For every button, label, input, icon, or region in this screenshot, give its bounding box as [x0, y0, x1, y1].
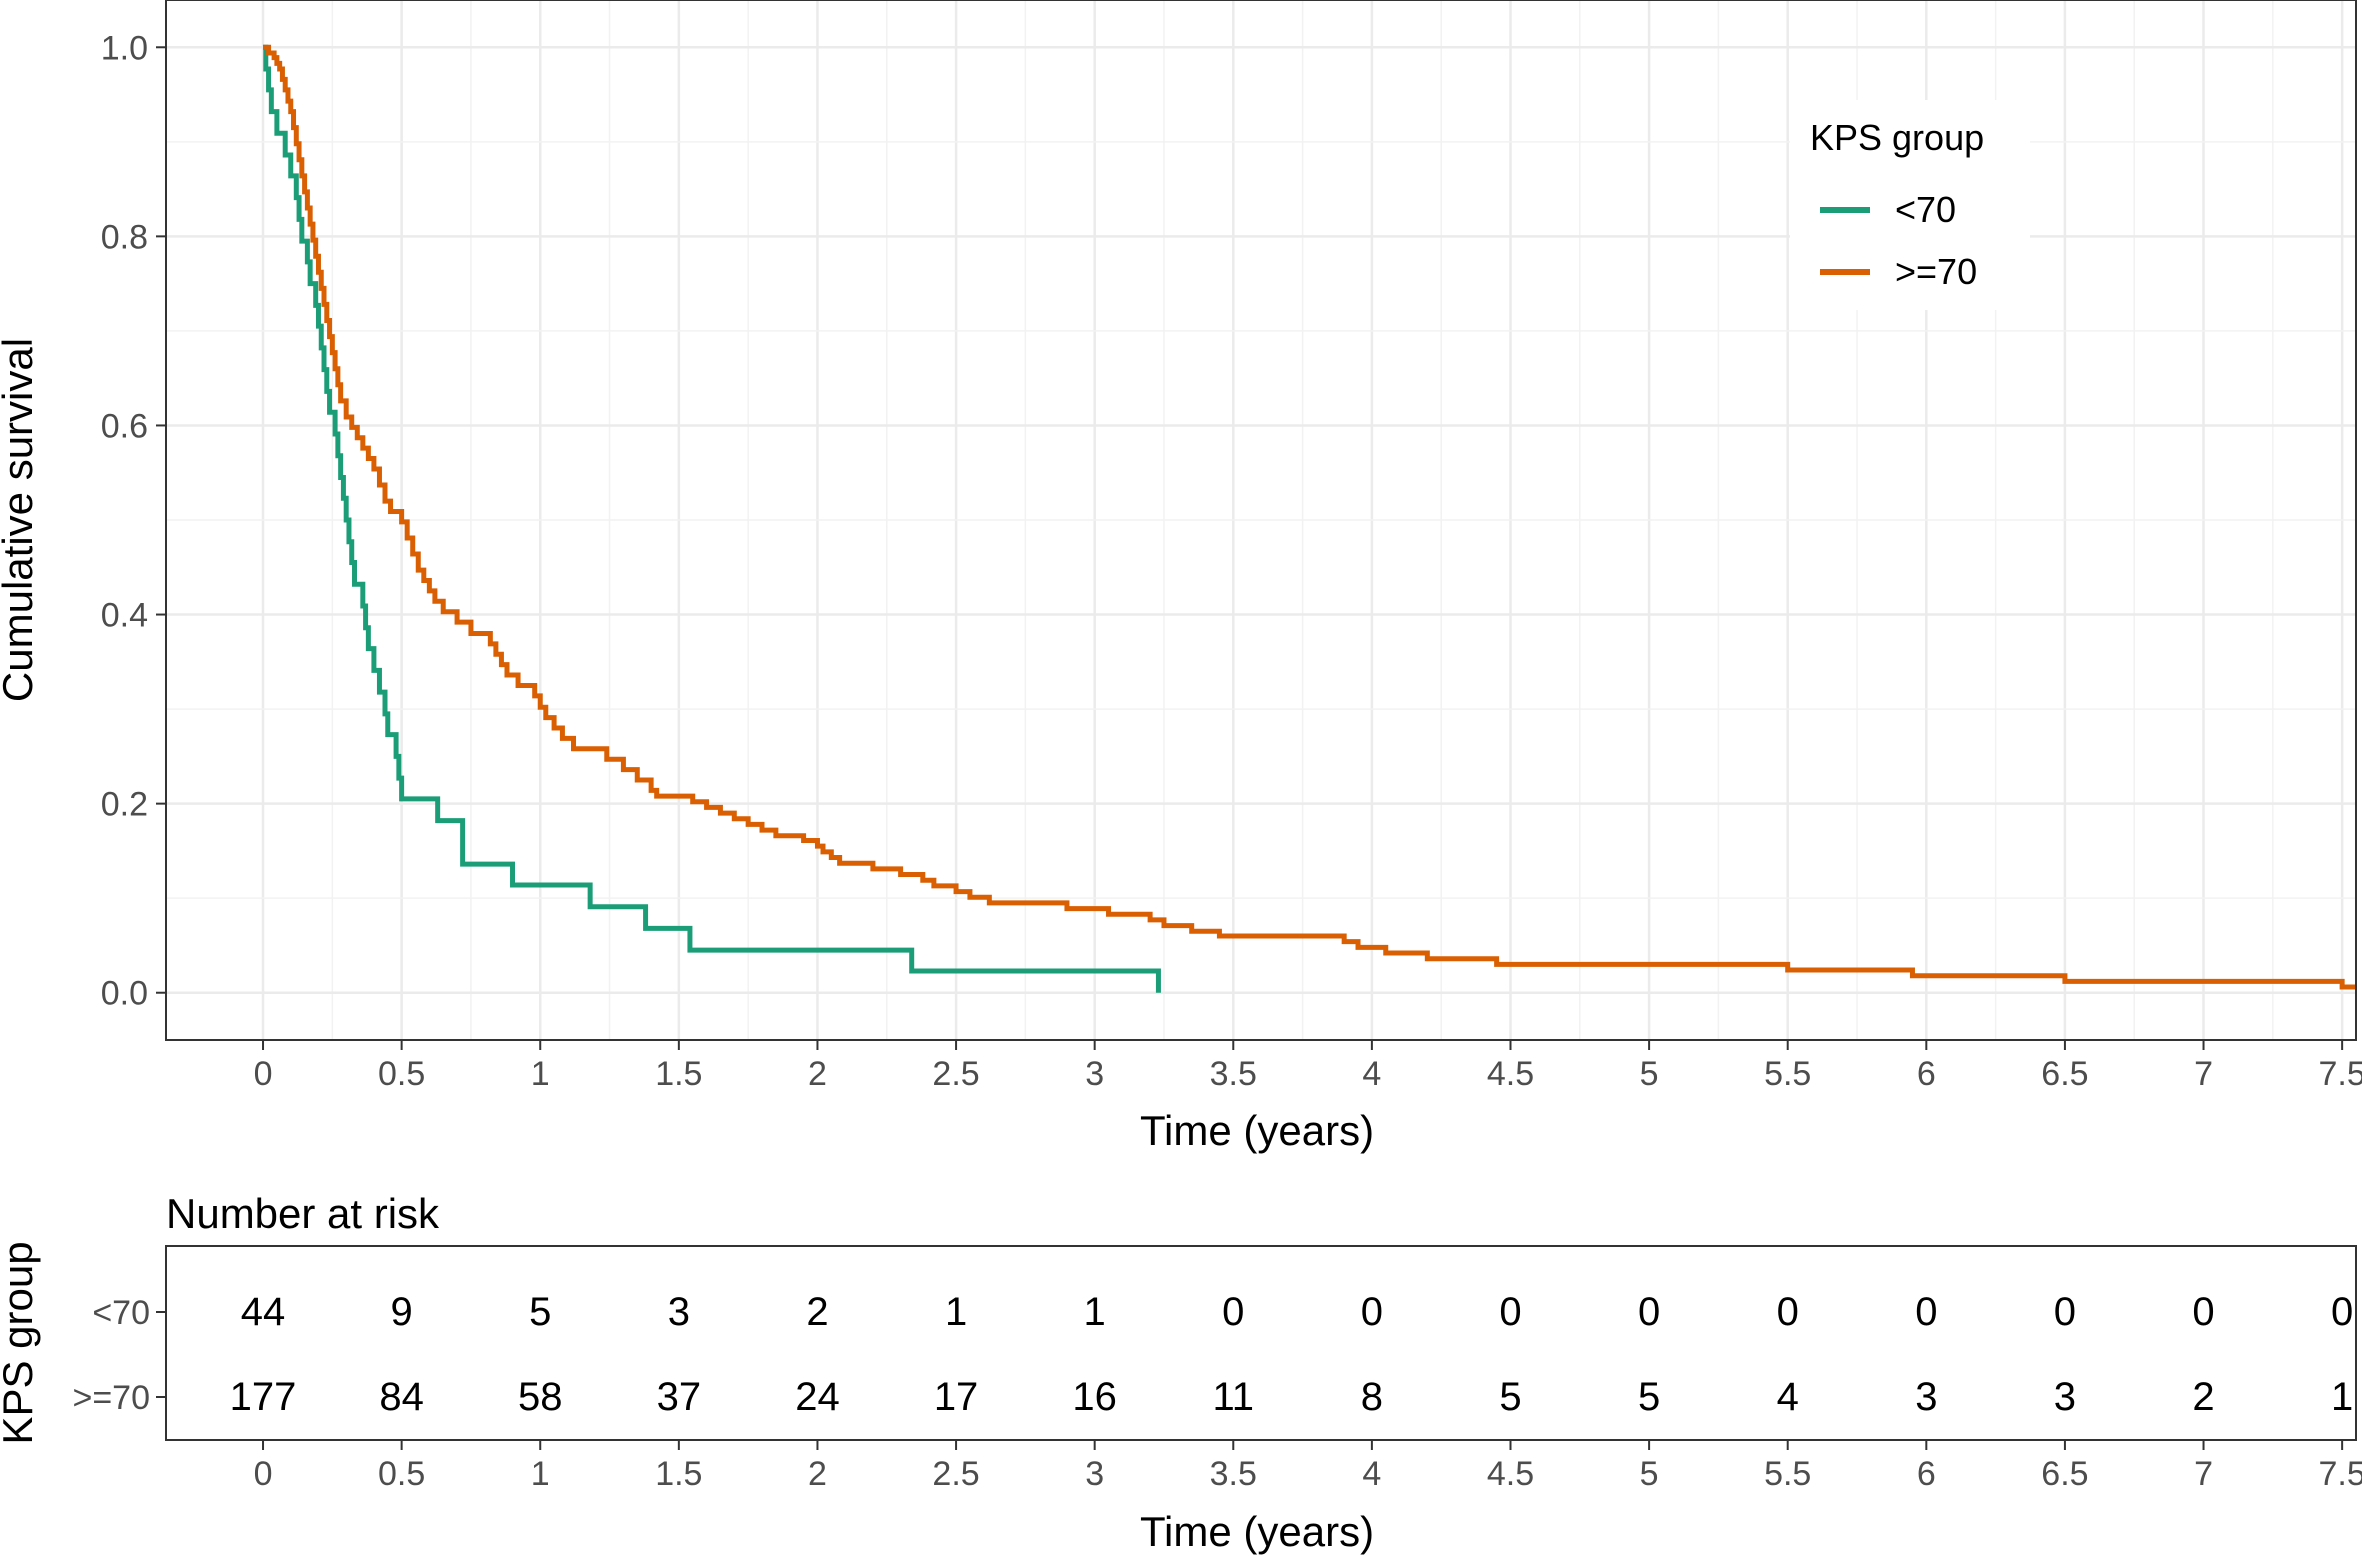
risk-x-tick-label-7: 3.5	[1210, 1455, 1257, 1493]
risk-cell-ge70-8: 8	[1361, 1375, 1383, 1419]
km-y-ticks: 0.0 0.2 0.4 0.6 0.8 1.0	[101, 29, 166, 1013]
km-x-tick-label-8: 4	[1362, 1055, 1381, 1093]
km-x-ticks: 0 0.5 1 1.5 2 2.5 3 3.5 4 4.5 5 5.5 6 6.5 7 7.5	[254, 1040, 2362, 1093]
risk-table-title: Number at risk	[166, 1190, 440, 1237]
risk-cell-lt70-11: 0	[1777, 1290, 1799, 1334]
risk-x-tick-label-10: 5	[1640, 1455, 1659, 1493]
risk-cell-ge70-13: 3	[2054, 1375, 2076, 1419]
risk-cell-ge70-7: 11	[1213, 1375, 1255, 1419]
km-plot-border	[165, 0, 2357, 1041]
legend: KPS group <70 >=70	[1790, 100, 2030, 310]
km-x-tick-label-6: 3	[1085, 1055, 1104, 1093]
km-y-tick-label-0: 0.0	[101, 975, 148, 1013]
km-x-tick-label-7: 3.5	[1210, 1055, 1257, 1093]
km-x-tick-label-4: 2	[808, 1055, 827, 1093]
risk-cell-lt70-2: 5	[529, 1290, 551, 1334]
km-y-tick-label-3: 0.6	[101, 407, 148, 445]
km-x-tick-label-14: 7	[2194, 1055, 2213, 1093]
km-x-tick-label-1: 0.5	[378, 1055, 425, 1093]
km-y-tick-label-2: 0.4	[101, 597, 148, 635]
km-curves	[263, 44, 2356, 993]
risk-cell-ge70-1: 84	[379, 1375, 424, 1419]
km-x-axis-title: Time (years)	[1140, 1107, 1374, 1154]
risk-cell-ge70-2: 58	[518, 1375, 563, 1419]
risk-cell-lt70-14: 0	[2192, 1290, 2214, 1334]
risk-cell-ge70-12: 3	[1915, 1375, 1937, 1419]
risk-cell-lt70-8: 0	[1361, 1290, 1383, 1334]
risk-x-tick-label-0: 0	[254, 1455, 273, 1493]
km-x-tick-label-5: 2.5	[932, 1055, 979, 1093]
risk-x-tick-label-13: 6.5	[2041, 1455, 2088, 1493]
risk-cell-ge70-4: 24	[795, 1375, 840, 1419]
risk-cell-ge70-11: 4	[1777, 1375, 1799, 1419]
risk-x-tick-label-8: 4	[1362, 1455, 1381, 1493]
risk-x-tick-label-3: 1.5	[655, 1455, 702, 1493]
legend-title: KPS group	[1810, 117, 1984, 158]
km-x-tick-label-3: 1.5	[655, 1055, 702, 1093]
risk-x-tick-label-14: 7	[2194, 1455, 2213, 1493]
risk-x-tick-label-11: 5.5	[1764, 1455, 1811, 1493]
km-x-tick-label-10: 5	[1640, 1055, 1659, 1093]
risk-cell-lt70-9: 0	[1499, 1290, 1521, 1334]
km-y-tick-label-5: 1.0	[101, 29, 148, 67]
risk-x-tick-label-1: 0.5	[378, 1455, 425, 1493]
risk-cell-lt70-10: 0	[1638, 1290, 1660, 1334]
risk-cell-lt70-15: 0	[2331, 1290, 2353, 1334]
risk-cell-ge70-5: 17	[934, 1375, 979, 1419]
km-y-tick-label-4: 0.8	[101, 218, 148, 256]
risk-cell-ge70-10: 5	[1638, 1375, 1660, 1419]
risk-row-labels: <70 >=70	[72, 1294, 166, 1417]
km-y-tick-label-1: 0.2	[101, 786, 148, 824]
legend-label-lt70: <70	[1895, 189, 1956, 230]
km-plot-panel: 0.0 0.2 0.4 0.6 0.8 1.0 0 0.5 1 1.5 2 2.5 3 3.5 4 4.5 5…	[0, 0, 2362, 1154]
risk-cell-lt70-0: 44	[241, 1290, 286, 1334]
risk-x-ticks: 0 0.5 1 1.5 2 2.5 3 3.5 4 4.5 5 5.5 6 6.5 7 7.5	[254, 1440, 2362, 1493]
risk-cell-lt70-5: 1	[945, 1290, 967, 1334]
km-x-tick-label-9: 4.5	[1487, 1055, 1534, 1093]
risk-cell-ge70-6: 16	[1072, 1375, 1117, 1419]
risk-x-tick-label-5: 2.5	[932, 1455, 979, 1493]
risk-cell-ge70-15: 1	[2331, 1375, 2353, 1419]
risk-row-label-ge70: >=70	[72, 1379, 150, 1417]
km-x-tick-label-15: 7.5	[2319, 1055, 2362, 1093]
risk-x-axis-title: Time (years)	[1140, 1508, 1374, 1555]
risk-cell-ge70-3: 37	[657, 1375, 702, 1419]
risk-cell-lt70-12: 0	[1915, 1290, 1937, 1334]
risk-cell-lt70-1: 9	[391, 1290, 413, 1334]
risk-x-tick-label-9: 4.5	[1487, 1455, 1534, 1493]
risk-cell-ge70-14: 2	[2192, 1375, 2214, 1419]
km-gridlines	[166, 0, 2356, 1040]
km-x-tick-label-13: 6.5	[2041, 1055, 2088, 1093]
km-x-tick-label-11: 5.5	[1764, 1055, 1811, 1093]
legend-label-ge70: >=70	[1895, 251, 1977, 292]
km-curve-ge70	[263, 44, 2356, 990]
risk-cell-lt70-4: 2	[806, 1290, 828, 1334]
risk-cell-lt70-7: 0	[1222, 1290, 1244, 1334]
risk-row-label-lt70: <70	[92, 1294, 150, 1332]
km-x-tick-label-2: 1	[531, 1055, 550, 1093]
km-y-axis-title: Cumulative survival	[0, 338, 41, 702]
risk-cell-ge70-0: 177	[230, 1375, 297, 1419]
km-x-tick-label-12: 6	[1917, 1055, 1936, 1093]
risk-x-tick-label-2: 1	[531, 1455, 550, 1493]
risk-cell-ge70-9: 5	[1499, 1375, 1521, 1419]
km-x-tick-label-0: 0	[254, 1055, 273, 1093]
risk-cell-lt70-3: 3	[668, 1290, 690, 1334]
risk-x-tick-label-6: 3	[1085, 1455, 1104, 1493]
km-curve-lt70	[263, 44, 1161, 993]
risk-x-tick-label-4: 2	[808, 1455, 827, 1493]
risk-x-tick-label-15: 7.5	[2319, 1455, 2362, 1493]
risk-table-border	[165, 1245, 2357, 1441]
risk-cell-lt70-6: 1	[1084, 1290, 1106, 1334]
risk-x-tick-label-12: 6	[1917, 1455, 1936, 1493]
risk-cell-lt70-13: 0	[2054, 1290, 2076, 1334]
risk-y-axis-title: KPS group	[0, 1241, 41, 1444]
